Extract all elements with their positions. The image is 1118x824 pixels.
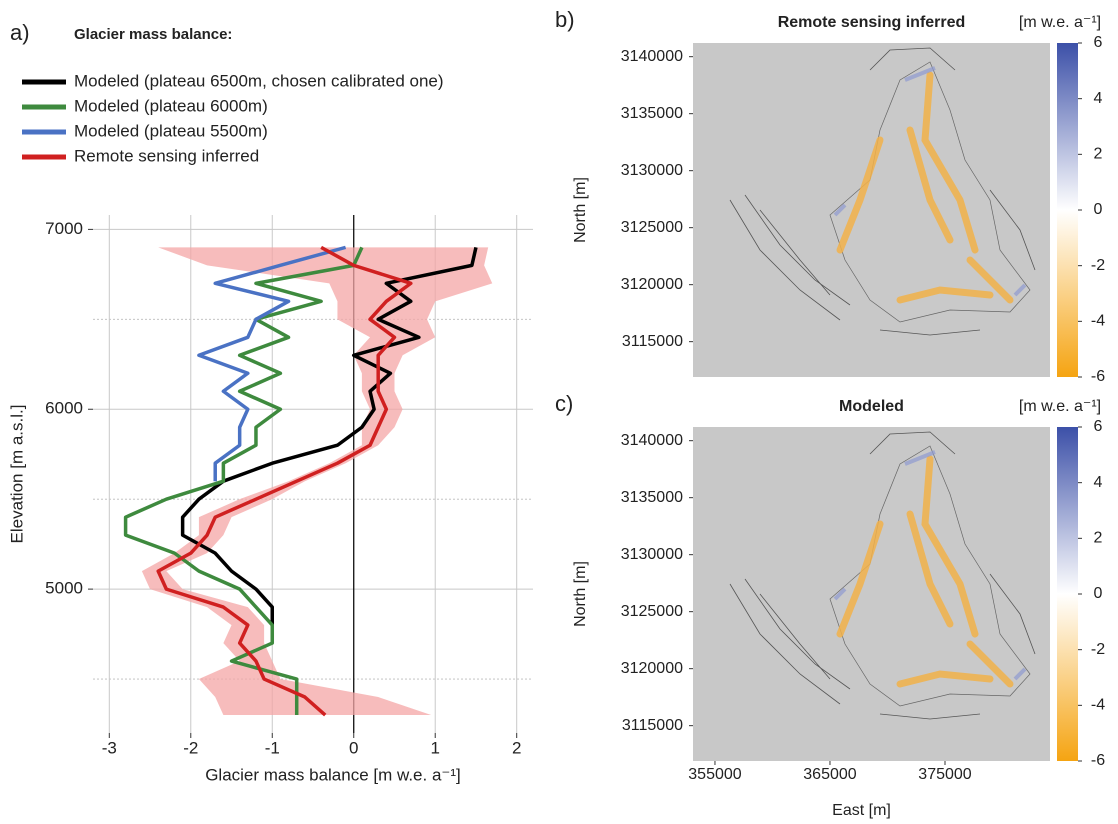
colorbar: [1057, 43, 1078, 377]
x-tick-label: 1: [430, 738, 439, 757]
panel-label: a): [10, 20, 30, 45]
series-line: [156, 245, 413, 717]
y-axis-label: North [m]: [572, 177, 589, 243]
colorbar-tick-label: 0: [1094, 585, 1103, 602]
x-tick-label: -2: [183, 738, 198, 757]
y-tick-label: 3140000: [621, 48, 683, 65]
x-axis-label: Glacier mass balance [m w.e. a⁻¹]: [205, 765, 461, 784]
colorbar-tick-label: -4: [1091, 313, 1105, 330]
legend-label: Remote sensing inferred: [74, 146, 259, 165]
y-tick-label: 3135000: [621, 105, 683, 122]
y-axis-label: Elevation [m a.s.l.]: [7, 405, 26, 544]
colorbar-tick-label: 6: [1094, 418, 1103, 435]
y-tick-label: 3125000: [621, 603, 683, 620]
panel-label: b): [555, 7, 575, 32]
colorbar-tick-label: -6: [1091, 752, 1105, 769]
legend-label: Modeled (plateau 6000m): [74, 96, 268, 115]
colorbar-tick-label: 6: [1094, 34, 1103, 51]
y-tick-label: 3115000: [622, 717, 683, 734]
x-tick-label: 365000: [803, 766, 856, 783]
x-tick-label: 355000: [688, 766, 741, 783]
colorbar-tick-label: 4: [1094, 90, 1103, 107]
y-tick-label: 3125000: [621, 219, 683, 236]
y-tick-label: 3115000: [622, 333, 683, 350]
x-tick-label: 2: [512, 738, 521, 757]
y-tick-label: 3130000: [621, 546, 683, 563]
y-tick-label: 3135000: [621, 489, 683, 506]
colorbar-tick-label: 0: [1094, 201, 1103, 218]
map-title: Remote sensing inferred: [778, 14, 966, 31]
legend-label: Modeled (plateau 6500m, chosen calibrate…: [74, 71, 444, 90]
y-tick-label: 3120000: [621, 660, 683, 677]
y-tick-label: 5000: [45, 579, 83, 598]
map-title: Modeled: [839, 398, 904, 415]
x-tick-label: -1: [265, 738, 280, 757]
colorbar-label: [m w.e. a⁻¹]: [1019, 14, 1101, 31]
panel-label: c): [555, 391, 573, 416]
x-tick-label: -3: [102, 738, 117, 757]
legend-title: Glacier mass balance:: [74, 26, 232, 43]
uncertainty-band: [141, 247, 493, 716]
colorbar-tick-label: 4: [1094, 474, 1103, 491]
colorbar-tick-label: -6: [1091, 368, 1105, 385]
y-axis-label: North [m]: [572, 561, 589, 627]
series-line: [180, 246, 478, 644]
colorbar-tick-label: 2: [1094, 146, 1103, 163]
x-axis-label: East [m]: [832, 802, 891, 819]
colorbar-tick-label: 2: [1094, 530, 1103, 547]
y-tick-label: 6000: [45, 399, 83, 418]
legend-label: Modeled (plateau 5500m): [74, 121, 268, 140]
y-tick-label: 3130000: [621, 162, 683, 179]
y-tick-label: 3140000: [621, 432, 683, 449]
colorbar-tick-label: -2: [1091, 641, 1105, 658]
colorbar-tick-label: -2: [1091, 257, 1105, 274]
series-line: [123, 246, 364, 716]
series-line: [197, 245, 347, 482]
y-tick-label: 3120000: [621, 276, 683, 293]
colorbar-label: [m w.e. a⁻¹]: [1019, 398, 1101, 415]
colorbar-tick-label: -4: [1091, 697, 1105, 714]
x-tick-label: 0: [349, 738, 358, 757]
y-tick-label: 7000: [45, 219, 83, 238]
colorbar: [1057, 427, 1078, 761]
x-tick-label: 375000: [918, 766, 971, 783]
